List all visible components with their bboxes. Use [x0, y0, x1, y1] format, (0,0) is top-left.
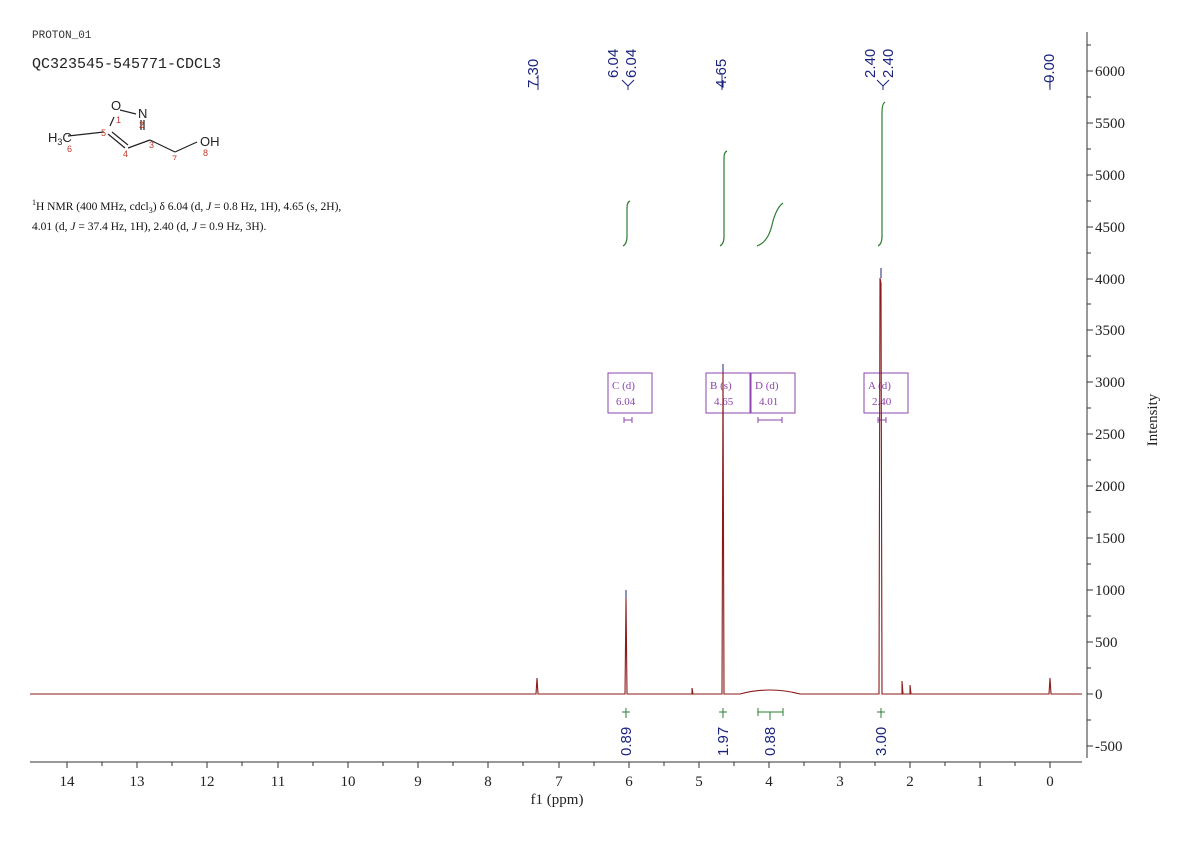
integral-curves [622, 101, 886, 247]
svg-text:7.30: 7.30 [525, 59, 542, 88]
svg-text:13: 13 [130, 774, 145, 790]
svg-text:6.04: 6.04 [616, 396, 636, 408]
svg-text:C (d): C (d) [612, 380, 635, 392]
svg-text:1000: 1000 [1095, 583, 1125, 599]
svg-text:14: 14 [60, 774, 76, 790]
svg-text:6: 6 [67, 144, 72, 154]
integral-brackets [622, 708, 885, 720]
svg-text:12: 12 [200, 774, 215, 790]
atom-N: N [138, 106, 147, 121]
svg-text:11: 11 [271, 774, 285, 790]
molecule-structure: O N H3C OH 1 2 3 4 5 6 7 8 [48, 98, 220, 160]
svg-text:6000: 6000 [1095, 64, 1125, 80]
svg-text:5: 5 [695, 774, 703, 790]
multiplet-boxes: C (d) 6.04 B (s) 4.65 D (d) 4.01 A (d) 2… [607, 372, 909, 423]
svg-text:-0.00: -0.00 [1041, 54, 1058, 88]
experiment-name: PROTON_01 [32, 30, 92, 42]
svg-text:3500: 3500 [1095, 323, 1125, 339]
peak-labels: 7.30 6.04 6.04 4.65 2.40 2.40 -0.00 [525, 49, 1058, 90]
svg-text:1.97: 1.97 [715, 727, 732, 756]
svg-text:6: 6 [625, 774, 633, 790]
y-axis: -500 0 500 1000 1500 2000 2500 3000 3500… [1086, 32, 1161, 758]
svg-text:5: 5 [101, 128, 106, 138]
svg-text:2: 2 [906, 774, 914, 790]
spectrum-trace [30, 277, 1082, 695]
svg-text:8: 8 [484, 774, 492, 790]
svg-text:2.40: 2.40 [872, 396, 892, 408]
nmr-description: 1H NMR (400 MHz, cdcl3) δ 6.04 (d, J = 0… [32, 198, 342, 234]
svg-text:6.04: 6.04 [623, 49, 640, 78]
svg-text:3000: 3000 [1095, 375, 1125, 391]
atom-CH3: H3C [48, 130, 72, 147]
svg-text:5000: 5000 [1095, 168, 1125, 184]
sample-id: QC323545-545771-CDCL3 [32, 56, 222, 73]
svg-text:4000: 4000 [1095, 272, 1125, 288]
svg-text:10: 10 [341, 774, 356, 790]
svg-text:1: 1 [976, 774, 984, 790]
svg-text:-500: -500 [1095, 739, 1123, 755]
svg-text:4.65: 4.65 [714, 396, 734, 408]
svg-text:D (d): D (d) [755, 380, 779, 392]
svg-text:2500: 2500 [1095, 427, 1125, 443]
y-axis-label: Intensity [1145, 393, 1161, 446]
svg-text:2: 2 [139, 120, 144, 130]
svg-text:3: 3 [149, 140, 154, 150]
svg-text:5500: 5500 [1095, 116, 1125, 132]
svg-text:2000: 2000 [1095, 479, 1125, 495]
svg-text:4: 4 [765, 774, 773, 790]
svg-text:0: 0 [1095, 687, 1103, 703]
svg-text:6.04: 6.04 [605, 49, 622, 78]
svg-text:0.89: 0.89 [618, 727, 635, 756]
svg-text:1500: 1500 [1095, 531, 1125, 547]
atom-O: O [111, 98, 121, 113]
svg-text:4500: 4500 [1095, 220, 1125, 236]
svg-text:7: 7 [555, 774, 563, 790]
svg-text:0: 0 [1046, 774, 1054, 790]
integral-values: 0.89 1.97 0.88 3.00 [618, 727, 890, 756]
svg-text:4: 4 [123, 149, 128, 159]
svg-text:4.65: 4.65 [713, 59, 730, 88]
svg-text:0.88: 0.88 [762, 727, 779, 756]
x-axis-label: f1 (ppm) [531, 792, 584, 808]
x-axis: 14 13 12 11 10 9 8 7 6 5 4 3 2 1 0 f1 (p… [30, 761, 1082, 808]
svg-text:7: 7 [172, 154, 177, 160]
svg-text:9: 9 [414, 774, 422, 790]
svg-text:500: 500 [1095, 635, 1118, 651]
svg-text:1: 1 [116, 115, 121, 125]
svg-text:2.40: 2.40 [880, 49, 897, 78]
atom-OH: OH [200, 134, 220, 149]
svg-text:8: 8 [203, 148, 208, 158]
svg-text:2.40: 2.40 [862, 49, 879, 78]
svg-text:3: 3 [836, 774, 844, 790]
svg-text:B (s): B (s) [710, 380, 732, 392]
svg-text:3.00: 3.00 [873, 727, 890, 756]
svg-text:4.01: 4.01 [759, 396, 778, 408]
